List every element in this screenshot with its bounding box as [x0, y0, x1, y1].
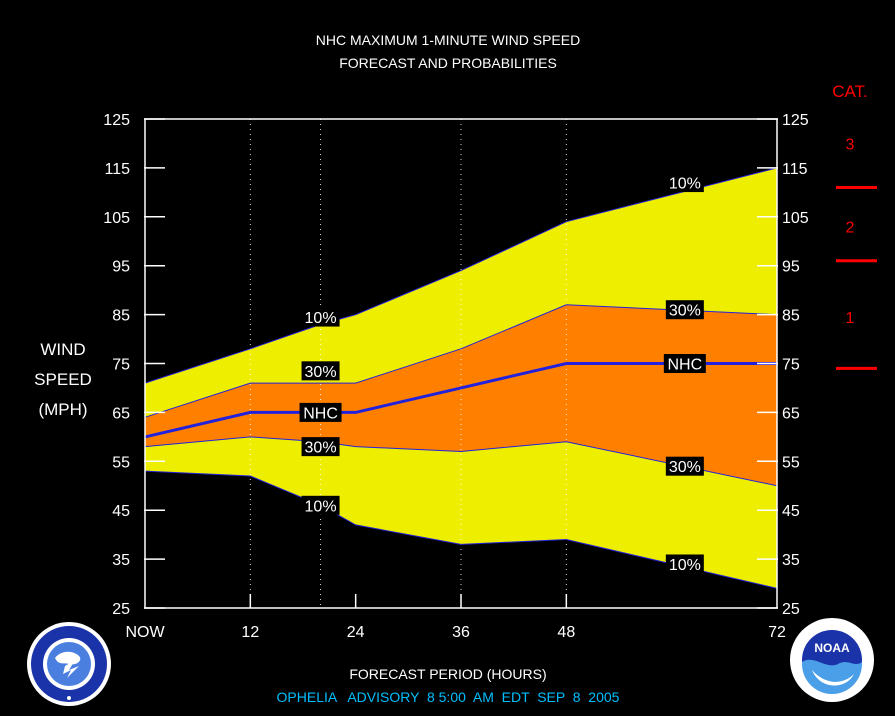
- series-label-text: NHC: [667, 357, 702, 374]
- noaa-logo-text: NOAA: [814, 641, 850, 655]
- series-label: 30%: [665, 300, 704, 320]
- series-label-text: 10%: [305, 498, 337, 515]
- category-label-3: 3: [846, 136, 855, 153]
- y-axis-label-speed: SPEED: [34, 370, 92, 389]
- y-tick-label-left: 55: [112, 454, 130, 471]
- y-tick-label-right: 75: [782, 357, 800, 374]
- series-line-lower30: [144, 436, 778, 487]
- y-tick-label-left: 45: [112, 503, 130, 520]
- category-label-1: 1: [846, 310, 855, 327]
- y-tick-label-left: 105: [103, 210, 130, 227]
- series-label-bg: [665, 173, 704, 193]
- category-panel: CAT. 3 2 1: [832, 82, 877, 370]
- series-label-bg: [665, 456, 704, 476]
- y-tick-label-left: 85: [112, 308, 130, 325]
- series-label-text: 10%: [669, 176, 701, 193]
- series-labels: 10% 30% NHC 30% 10% 10% 30% NHC 30% 10%: [299, 173, 706, 574]
- band-30-percent: [145, 304, 777, 486]
- y-tick-label-right: 45: [782, 503, 800, 520]
- series-label-text: 30%: [305, 440, 337, 457]
- series-label: 30%: [665, 456, 704, 476]
- series-label: NHC: [663, 354, 706, 374]
- y-tick-label-right: 35: [782, 552, 800, 569]
- category-header: CAT.: [832, 82, 868, 101]
- y-tick-label-left: 75: [112, 357, 130, 374]
- y-tick-label-left: 95: [112, 259, 130, 276]
- series-label-text: NHC: [303, 405, 338, 422]
- x-tick-label: 48: [557, 624, 575, 641]
- y-tick-label-right: 65: [782, 405, 800, 422]
- series-label: 10%: [301, 307, 340, 327]
- nws-logo: [27, 622, 111, 706]
- series-label-text: 10%: [305, 310, 337, 327]
- x-tick-label: 72: [768, 624, 786, 641]
- series-label-bg: [663, 354, 706, 373]
- y-tick-label-left: 115: [104, 161, 130, 178]
- x-tick-label: 36: [452, 624, 470, 641]
- series-lines: [144, 167, 778, 589]
- series-label: 30%: [301, 437, 340, 457]
- y-tick-label-right: 95: [782, 259, 800, 276]
- series-label-bg: [299, 402, 342, 422]
- chart-title-line2: FORECAST AND PROBABILITIES: [339, 55, 557, 71]
- y-tick-label-left: 125: [103, 112, 130, 129]
- y-tick-label-left: 35: [112, 552, 130, 569]
- series-label-bg: [301, 437, 340, 457]
- probability-bands: [145, 167, 777, 589]
- y-axis-label-wind: WIND: [40, 340, 85, 359]
- series-label-bg: [301, 307, 340, 327]
- y-tick-label-right: 105: [782, 210, 809, 227]
- series-label: NHC: [299, 402, 342, 422]
- category-label-2: 2: [846, 220, 855, 237]
- series-label: 10%: [301, 495, 340, 515]
- noaa-logo: NOAA: [790, 618, 874, 702]
- series-label-bg: [301, 361, 340, 381]
- x-tick-label: 24: [347, 624, 365, 641]
- series-line-nhc: [144, 362, 777, 439]
- y-tick-label-right: 55: [782, 454, 800, 471]
- series-line-upper10: [144, 167, 778, 384]
- y-tick-label-right: 125: [782, 112, 809, 129]
- series-label-text: 10%: [669, 557, 701, 574]
- series-line-upper30: [144, 304, 778, 418]
- series-label-bg: [665, 554, 704, 574]
- x-tick-label: 12: [241, 624, 259, 641]
- advisory-text: OPHELIA ADVISORY 8 5:00 AM EDT SEP 8 200…: [277, 689, 620, 705]
- series-label-text: 30%: [669, 303, 701, 320]
- series-label-text: 30%: [669, 459, 701, 476]
- y-tick-label-right: 85: [782, 308, 800, 325]
- chart-title-line1: NHC MAXIMUM 1-MINUTE WIND SPEED: [316, 32, 580, 48]
- y-tick-label-right: 115: [782, 161, 808, 178]
- y-tick-label-left: 25: [112, 601, 130, 618]
- series-line-lower10: [144, 470, 778, 589]
- x-tick-label: NOW: [125, 624, 165, 641]
- axis-ticks: 25 25 35 35 45 45 55 55 65 65 75 75 85 85 95 95 105 105 11…: [103, 112, 809, 641]
- series-label-bg: [301, 495, 340, 515]
- series-label: 10%: [665, 554, 704, 574]
- x-axis-label: FORECAST PERIOD (HOURS): [349, 666, 546, 682]
- series-label: 10%: [665, 173, 704, 193]
- y-axis-label-unit: (MPH): [38, 400, 87, 419]
- series-label-text: 30%: [305, 364, 337, 381]
- series-label-bg: [665, 300, 704, 320]
- series-label: 30%: [301, 361, 340, 381]
- y-tick-label-right: 25: [782, 601, 800, 618]
- y-tick-label-left: 65: [112, 405, 130, 422]
